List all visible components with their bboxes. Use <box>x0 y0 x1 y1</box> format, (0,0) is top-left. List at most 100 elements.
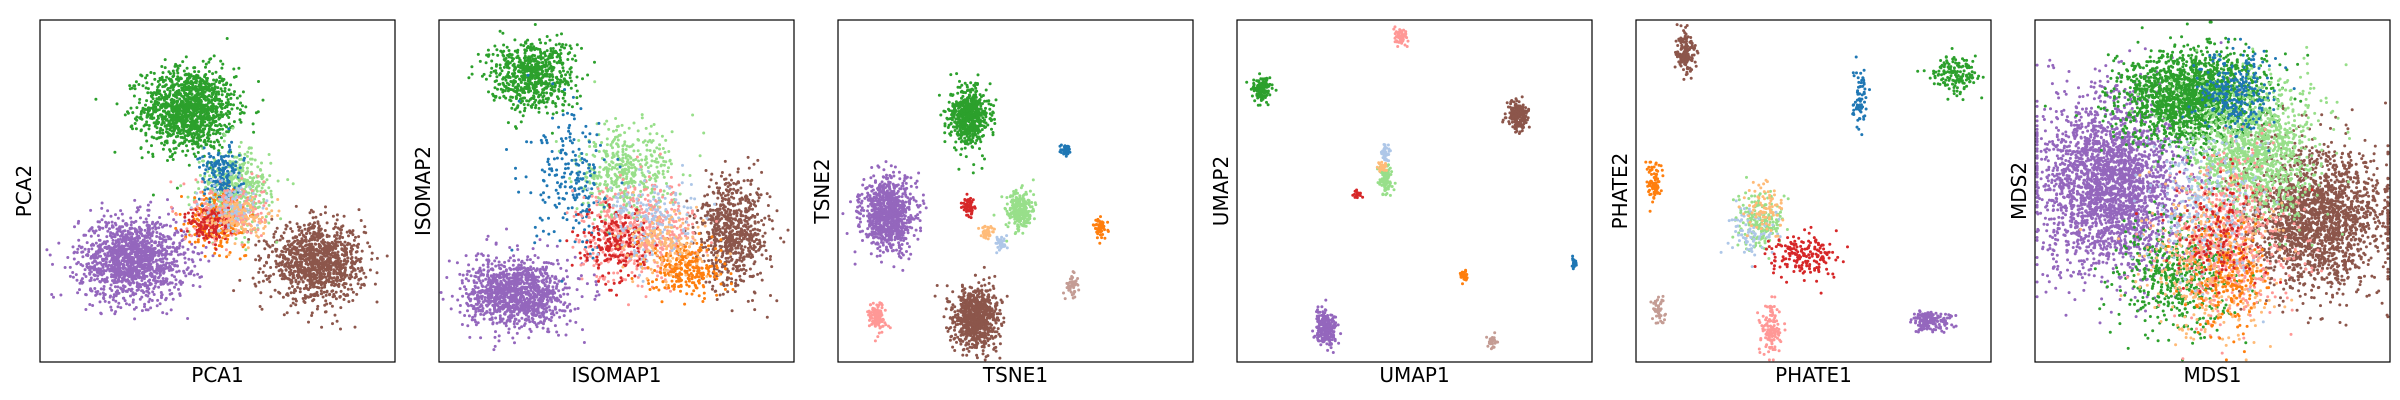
scatter-point <box>165 257 169 261</box>
scatter-point <box>200 103 204 107</box>
scatter-point <box>321 233 325 237</box>
scatter-point <box>140 228 143 232</box>
scatter-point <box>223 89 227 93</box>
scatter-point <box>105 247 109 251</box>
scatter-point <box>220 145 224 149</box>
scatter-point <box>299 255 303 259</box>
scatter-point <box>130 231 134 235</box>
scatter-point <box>151 93 155 97</box>
scatter-point <box>187 163 191 167</box>
scatter-point <box>270 200 274 204</box>
scatter-point <box>353 276 357 280</box>
scatter-point <box>269 161 273 165</box>
scatter-point <box>180 94 184 98</box>
scatter-point <box>195 120 199 124</box>
scatter-point <box>149 262 153 266</box>
scatter-point <box>180 113 184 117</box>
scatter-point <box>298 287 302 291</box>
scatter-point <box>153 241 157 245</box>
scatter-point <box>295 263 299 267</box>
scatter-point <box>296 282 300 286</box>
scatter-point <box>160 268 164 272</box>
scatter-point <box>152 293 156 296</box>
scatter-point <box>199 144 203 148</box>
scatter-point <box>242 163 245 167</box>
scatter-point <box>146 203 150 207</box>
scatter-point <box>173 94 177 98</box>
scatter-point <box>294 260 298 264</box>
scatter-point <box>203 172 207 175</box>
scatter-point <box>346 259 350 263</box>
scatter-point <box>291 297 295 301</box>
scatter-point <box>158 302 162 306</box>
scatter-point <box>284 227 288 231</box>
scatter-point <box>164 240 168 244</box>
scatter-point <box>156 85 160 89</box>
scatter-point <box>345 293 349 297</box>
scatter-point <box>196 151 200 154</box>
scatter-point <box>183 104 187 108</box>
scatter-point <box>94 229 98 233</box>
scatter-point <box>195 97 198 100</box>
scatter-point <box>82 272 86 276</box>
scatter-point <box>218 116 222 120</box>
scatter-point <box>311 266 315 269</box>
scatter-point <box>81 255 85 259</box>
scatter-point <box>48 253 52 257</box>
scatter-point <box>147 291 151 295</box>
scatter-point <box>197 213 201 217</box>
scatter-point <box>148 254 152 258</box>
scatter-point <box>269 295 273 299</box>
scatter-point <box>93 287 97 290</box>
scatter-point <box>156 121 160 125</box>
scatter-point <box>84 233 88 237</box>
scatter-point <box>169 205 173 209</box>
scatter-point <box>263 218 267 222</box>
scatter-point <box>258 193 262 197</box>
scatter-point <box>342 282 346 286</box>
scatter-point <box>254 258 258 262</box>
scatter-point <box>174 248 178 251</box>
scatter-point <box>100 206 104 210</box>
scatter-point <box>121 288 125 292</box>
scatter-point <box>292 256 296 260</box>
scatter-point <box>102 272 106 275</box>
scatter-point <box>279 253 283 257</box>
scatter-point <box>258 305 262 308</box>
scatter-point <box>219 244 223 247</box>
scatter-point <box>339 231 343 235</box>
scatter-point <box>158 216 162 219</box>
scatter-point <box>366 241 370 245</box>
scatter-point <box>253 158 257 162</box>
scatter-point <box>298 260 302 264</box>
scatter-point <box>116 244 120 248</box>
scatter-point <box>261 183 265 187</box>
scatter-point <box>100 201 104 205</box>
scatter-point <box>221 127 224 131</box>
scatter-point <box>147 208 151 212</box>
scatter-point <box>154 259 158 263</box>
scatter-point <box>89 278 93 282</box>
scatter-point <box>216 130 219 134</box>
scatter-point <box>184 55 188 59</box>
scatter-point <box>259 211 263 215</box>
scatter-point <box>149 100 153 104</box>
scatter-point <box>96 274 100 278</box>
scatter-point <box>282 246 286 250</box>
scatter-point <box>196 252 200 255</box>
scatter-point <box>167 212 170 216</box>
scatter-point <box>265 191 269 195</box>
scatter-point <box>168 103 171 107</box>
scatter-point <box>232 93 236 97</box>
scatter-point <box>370 251 374 255</box>
scatter-point <box>91 304 95 307</box>
scatter-point <box>305 253 309 257</box>
scatter-point <box>89 289 93 293</box>
scatter-point <box>158 136 161 140</box>
scatter-point <box>240 243 244 247</box>
scatter-point <box>262 180 266 184</box>
scatter-point <box>172 71 176 75</box>
scatter-point <box>303 267 307 271</box>
scatter-point <box>212 107 216 111</box>
scatter-point <box>109 283 113 287</box>
